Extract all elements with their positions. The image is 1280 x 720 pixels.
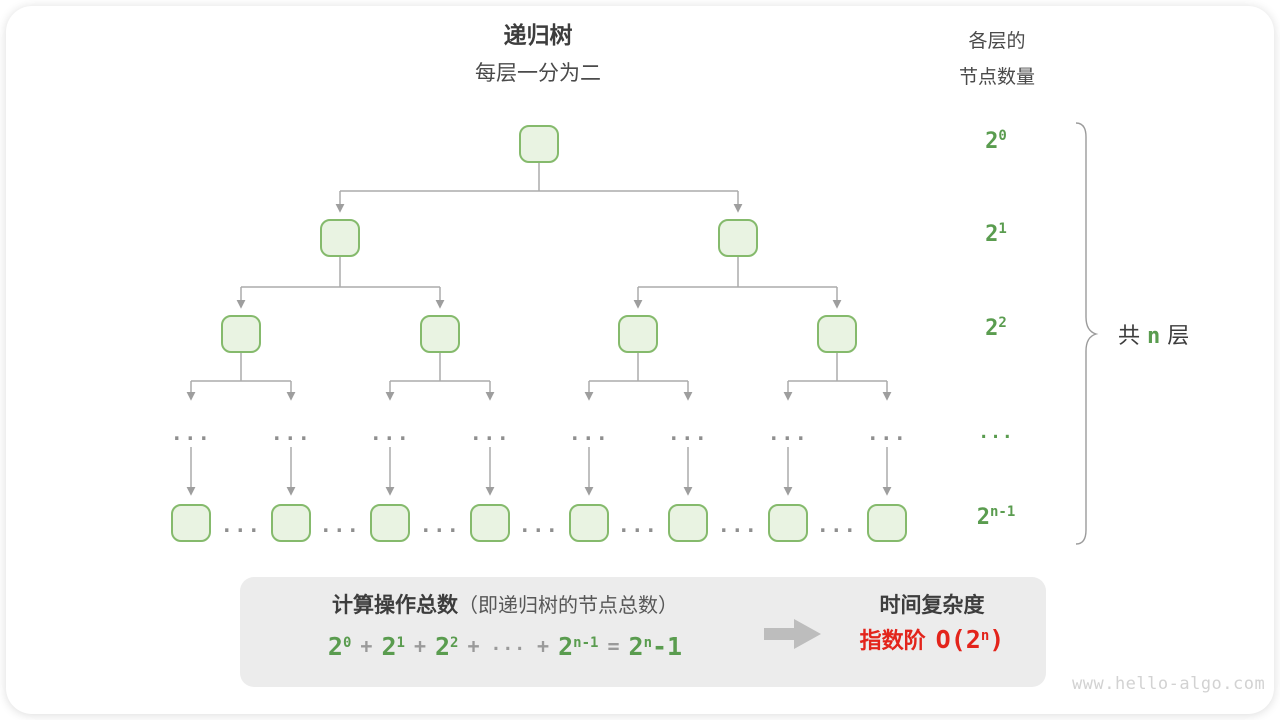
power-exponent: 1 [998,221,1007,237]
complexity-value: 指数阶 O(2n) [825,623,1039,655]
tree-node-leaf [171,504,211,542]
plus-operator: + [467,634,480,658]
levels-brace [1075,122,1099,545]
leaf-separator-ellipsis: ... [617,513,659,537]
caption-prefix: 共 [1118,323,1141,348]
level-count-2^n-1: 2n-1 [944,504,1048,530]
level-count-2^0: 20 [944,128,1048,154]
leaf-separator-ellipsis: ... [816,513,858,537]
leaf-separator-ellipsis: ... [220,513,262,537]
tree-node-root [519,125,559,163]
power-base: 2 [985,222,999,247]
tree-node-leaf [470,504,510,542]
page-title: 递归树 [503,22,573,48]
level4-ellipsis: ... [568,421,610,445]
formula-result-term: 2n-1 [628,631,683,661]
tree-node-l3 [817,315,857,353]
plus-operator: + [360,634,373,658]
power-exponent: n-1 [989,504,1016,520]
tree-node-l3 [221,315,261,353]
tree-node-leaf [867,504,907,542]
level-count-header-line2: 节点数量 [958,67,1035,88]
plus-operator: + [413,634,426,658]
caption-suffix: 层 [1167,323,1190,348]
implies-arrow-icon [764,619,821,649]
level4-ellipsis: ... [667,421,709,445]
page-subtitle: 每层一分为二 [475,62,601,85]
caption-n: n [1147,324,1161,349]
tree-node-leaf [668,504,708,542]
power-base: 2 [985,316,999,341]
tree-node-leaf [569,504,609,542]
summary-title-bold: 计算操作总数 [332,594,458,617]
summary-box: 计算操作总数（即递归树的节点总数） 20 + 21 + 22 + ... + 2… [240,577,1046,687]
site-watermark: www.hello-algo.com [1072,674,1266,694]
formula-term: 2n-1 [558,631,599,661]
level-count-2^1: 21 [944,221,1048,247]
level4-ellipsis: ... [170,421,212,445]
level4-ellipsis: ... [469,421,511,445]
tree-node-l2 [320,219,360,257]
power-base: 2 [976,505,990,530]
level-count-ellipsis: ... [978,422,1014,443]
plus-operator: + [537,634,550,658]
tree-node-leaf [271,504,311,542]
tree-node-leaf [768,504,808,542]
formula-term: 21 [381,631,405,661]
node-total-formula: 20 + 21 + 22 + ... + 2n-1 = 2n-1 [240,623,770,669]
power-base: 2 [985,129,999,154]
tree-node-l3 [420,315,460,353]
level4-ellipsis: ... [369,421,411,445]
leaf-separator-ellipsis: ... [717,513,759,537]
formula-term: 20 [327,631,352,661]
power-exponent: 0 [998,128,1007,144]
level-count-2^2: 22 [944,315,1048,341]
level4-ellipsis: ... [270,421,312,445]
tree-node-leaf [370,504,410,542]
leaf-separator-ellipsis: ... [419,513,461,537]
level4-ellipsis: ... [866,421,908,445]
power-exponent: 2 [998,315,1007,331]
formula-term: 22 [434,631,459,661]
leaf-separator-ellipsis: ... [518,513,560,537]
summary-title: 计算操作总数（即递归树的节点总数） [240,589,770,619]
leaf-separator-ellipsis: ... [319,513,361,537]
complexity-title: 时间复杂度 [879,594,985,617]
summary-title-paren: （即递归树的节点总数） [458,595,678,617]
tree-node-l2 [718,219,758,257]
level-count-header-line1: 各层的 [968,31,1026,52]
equals-operator: = [607,634,620,658]
formula-ellipsis: ... [490,633,527,655]
complexity-order-label: 指数阶 [859,628,926,653]
level4-ellipsis: ... [767,421,809,445]
tree-node-l3 [618,315,658,353]
big-o-expression: O(2n) [935,625,1005,654]
